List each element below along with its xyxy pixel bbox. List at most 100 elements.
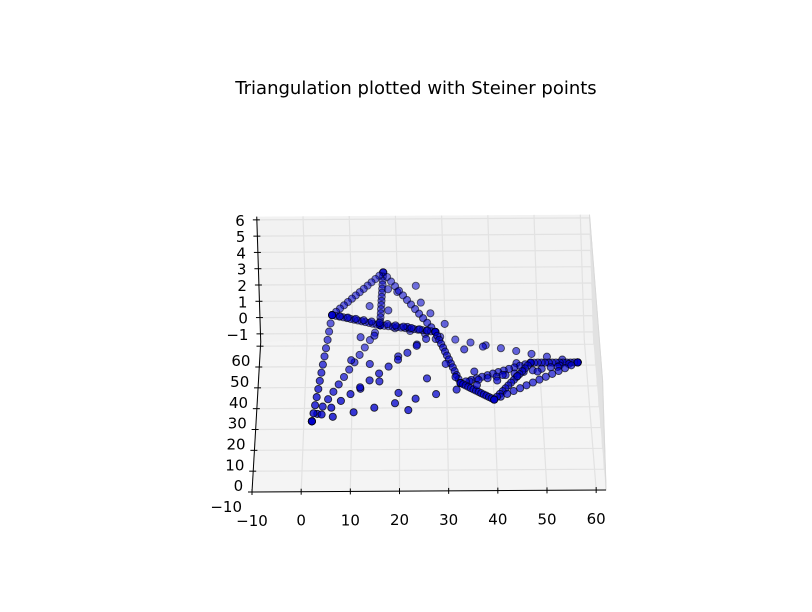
data-point bbox=[391, 321, 400, 330]
data-point bbox=[490, 395, 499, 404]
data-point bbox=[493, 376, 502, 385]
data-point bbox=[535, 375, 544, 384]
data-point bbox=[403, 348, 412, 357]
data-point bbox=[411, 394, 420, 403]
data-point bbox=[451, 335, 460, 344]
data-point bbox=[370, 331, 379, 340]
data-point bbox=[343, 313, 352, 322]
data-point bbox=[329, 387, 338, 396]
data-point bbox=[498, 370, 507, 379]
data-point bbox=[315, 376, 324, 385]
y-tick-label: 60 bbox=[231, 352, 250, 370]
y-tick-label: 40 bbox=[229, 394, 248, 412]
data-point bbox=[307, 417, 316, 426]
data-point bbox=[422, 374, 432, 383]
data-point bbox=[375, 369, 384, 378]
z-tick-label: 5 bbox=[236, 228, 246, 246]
data-point bbox=[328, 412, 337, 421]
data-point bbox=[496, 344, 505, 353]
x-gridline bbox=[394, 215, 401, 492]
data-point bbox=[441, 359, 450, 368]
data-point bbox=[349, 408, 358, 417]
data-point bbox=[426, 309, 435, 318]
data-point bbox=[546, 363, 555, 372]
z-tick-label: 6 bbox=[235, 212, 245, 230]
data-point bbox=[365, 376, 374, 385]
data-point bbox=[356, 383, 365, 392]
data-point bbox=[416, 298, 425, 307]
z-gridline bbox=[258, 266, 605, 426]
data-point bbox=[327, 403, 336, 412]
x-tick-label: 60 bbox=[587, 510, 606, 528]
data-point bbox=[384, 362, 393, 371]
x-gridline bbox=[348, 215, 354, 492]
data-point bbox=[393, 355, 403, 364]
data-point bbox=[317, 368, 326, 377]
x-gridline bbox=[579, 214, 597, 491]
data-point bbox=[390, 399, 400, 408]
data-point bbox=[513, 371, 522, 381]
data-point bbox=[345, 365, 354, 374]
y-tick-label: 30 bbox=[228, 415, 247, 433]
data-point bbox=[533, 367, 542, 376]
side-pane-edge bbox=[589, 214, 607, 491]
data-point bbox=[478, 342, 487, 351]
data-point bbox=[470, 367, 479, 376]
data-point bbox=[359, 316, 368, 325]
data-point bbox=[432, 390, 441, 399]
scatter-points bbox=[307, 268, 582, 426]
data-point bbox=[318, 402, 327, 411]
z-tick-label: −1 bbox=[226, 326, 248, 344]
z-gridline bbox=[257, 233, 604, 397]
z-axis-line bbox=[256, 216, 262, 343]
data-point bbox=[527, 349, 536, 358]
data-point bbox=[320, 352, 329, 361]
data-point bbox=[339, 372, 349, 382]
z-tick-label: 2 bbox=[237, 277, 247, 295]
z-gridline bbox=[259, 298, 606, 455]
data-point bbox=[370, 403, 379, 412]
x-tick-label: 50 bbox=[537, 510, 556, 528]
chart-title: Triangulation plotted with Steiner point… bbox=[234, 78, 596, 99]
data-point bbox=[326, 319, 335, 328]
data-point bbox=[394, 388, 403, 397]
tick-marks bbox=[248, 219, 597, 495]
y-tick-label: 0 bbox=[234, 477, 244, 495]
data-point bbox=[451, 372, 460, 382]
x-tick-label: −10 bbox=[236, 512, 268, 530]
data-point bbox=[399, 322, 408, 331]
data-point bbox=[324, 395, 333, 404]
x-gridline bbox=[487, 215, 499, 491]
data-point bbox=[375, 318, 384, 327]
y-tick-label: −10 bbox=[210, 498, 242, 516]
data-point bbox=[422, 334, 431, 343]
data-point bbox=[356, 333, 365, 342]
data-point bbox=[383, 285, 393, 294]
z-gridline bbox=[259, 314, 606, 469]
data-point bbox=[334, 380, 343, 389]
data-point bbox=[407, 323, 416, 333]
x-tick-label: 10 bbox=[341, 511, 360, 529]
data-point bbox=[367, 317, 376, 326]
data-point bbox=[323, 335, 332, 344]
x-gridline bbox=[441, 215, 450, 491]
x-gridline bbox=[300, 216, 308, 492]
data-point bbox=[375, 377, 384, 386]
data-point bbox=[321, 344, 331, 353]
data-point bbox=[512, 346, 521, 356]
data-point bbox=[346, 390, 355, 399]
data-point bbox=[355, 350, 364, 359]
data-point bbox=[365, 359, 374, 369]
x-tick-label: 0 bbox=[296, 512, 306, 530]
data-point bbox=[460, 345, 469, 354]
data-point bbox=[318, 360, 327, 369]
x-gridline bbox=[533, 214, 548, 491]
x-tick-label: 30 bbox=[439, 511, 458, 529]
data-point bbox=[365, 302, 374, 311]
data-point bbox=[312, 393, 321, 402]
z-tick-label: 3 bbox=[237, 261, 247, 279]
data-point bbox=[384, 306, 393, 315]
z-tick-label: 4 bbox=[236, 244, 246, 262]
data-point bbox=[314, 384, 323, 394]
